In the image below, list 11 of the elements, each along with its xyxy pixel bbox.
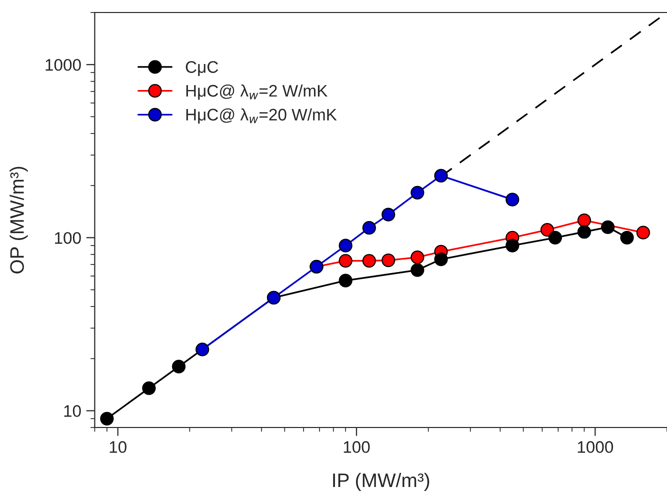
y-tick-label: 10 [64,405,81,417]
x-tick-label: 100 [344,441,370,453]
x-tick-label: 10 [110,441,126,453]
legend-label: HμC@ λ$_{w}$=20 W/mK [186,108,337,124]
x-tick-label: 1000 [578,441,614,453]
legend-label: HμC@ λ$_{w}$=2 W/mK [186,84,328,100]
legend-label: CμC [186,61,218,76]
y-axis-title: OP (MW/m³) [10,166,28,274]
y-tick-label: 100 [54,232,81,244]
x-axis-title: IP (MW/m³) [333,472,430,492]
y-tick-label: 1000 [46,59,81,71]
